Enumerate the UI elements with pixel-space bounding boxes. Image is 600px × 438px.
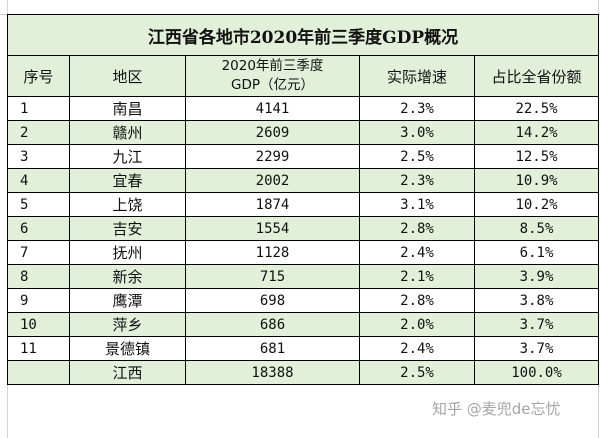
cell-gdp[interactable]: 681 (185, 336, 360, 361)
cell-gdp[interactable]: 1128 (185, 240, 360, 265)
cell-growth[interactable]: 2.5% (359, 144, 475, 169)
table-row: 3 九江 2299 2.5% 12.5% (7, 144, 600, 169)
cell-seq[interactable]: 1 (7, 96, 70, 121)
cell-seq[interactable]: 11 (7, 336, 70, 361)
cell-seq[interactable]: 5 (7, 192, 70, 217)
cell-gdp[interactable]: 2609 (185, 120, 360, 145)
cell-share[interactable]: 10.2% (473, 192, 600, 217)
cell-share[interactable]: 10.9% (473, 168, 600, 193)
cell-seq[interactable]: 9 (7, 288, 70, 313)
cell-region[interactable]: 南昌 (69, 96, 186, 121)
header-seq[interactable]: 序号 (7, 55, 70, 97)
cell-share[interactable]: 12.5% (473, 144, 600, 169)
cell-growth[interactable]: 2.3% (359, 168, 475, 193)
table-row: 江西 18388 2.5% 100.0% (7, 360, 600, 385)
cell-growth[interactable]: 2.5% (359, 360, 475, 385)
header-share[interactable]: 占比全省份额 (473, 55, 600, 97)
cell-growth[interactable]: 2.8% (359, 288, 475, 313)
grid-top-row (0, 0, 600, 15)
cell-region[interactable]: 江西 (69, 360, 186, 385)
cell-growth[interactable]: 2.3% (359, 96, 475, 121)
cell-growth[interactable]: 3.1% (359, 192, 475, 217)
cell-seq[interactable]: 7 (7, 240, 70, 265)
cell-growth[interactable]: 2.8% (359, 216, 475, 241)
cell-growth[interactable]: 3.0% (359, 120, 475, 145)
table-row: 9 鹰潭 698 2.8% 3.8% (7, 288, 600, 313)
cell-share[interactable]: 3.7% (473, 336, 600, 361)
cell-share[interactable]: 3.7% (473, 312, 600, 337)
cell-growth[interactable]: 2.4% (359, 336, 475, 361)
cell-seq[interactable] (7, 360, 70, 385)
header-growth[interactable]: 实际增速 (359, 55, 475, 97)
cell-region[interactable]: 九江 (69, 144, 186, 169)
table-row: 11 景德镇 681 2.4% 3.7% (7, 336, 600, 361)
cell-share[interactable]: 3.9% (473, 264, 600, 289)
table-row: 10 萍乡 686 2.0% 3.7% (7, 312, 600, 337)
cell-gdp[interactable]: 715 (185, 264, 360, 289)
header-gdp-line2: GDP（亿元） (231, 77, 314, 93)
cell-growth[interactable]: 2.0% (359, 312, 475, 337)
cell-region[interactable]: 上饶 (69, 192, 186, 217)
cell-gdp[interactable]: 686 (185, 312, 360, 337)
cell-region[interactable]: 抚州 (69, 240, 186, 265)
table-row: 6 吉安 1554 2.8% 8.5% (7, 216, 600, 241)
cell-gdp[interactable]: 2002 (185, 168, 360, 193)
cell-share[interactable]: 14.2% (473, 120, 600, 145)
cell-seq[interactable]: 6 (7, 216, 70, 241)
cell-region[interactable]: 新余 (69, 264, 186, 289)
cell-region[interactable]: 萍乡 (69, 312, 186, 337)
cell-gdp[interactable]: 4141 (185, 96, 360, 121)
cell-region[interactable]: 鹰潭 (69, 288, 186, 313)
table-row: 1 南昌 4141 2.3% 22.5% (7, 96, 600, 121)
table-row: 8 新余 715 2.1% 3.9% (7, 264, 600, 289)
cell-growth[interactable]: 2.1% (359, 264, 475, 289)
cell-seq[interactable]: 3 (7, 144, 70, 169)
cell-share[interactable]: 22.5% (473, 96, 600, 121)
table-title[interactable]: 江西省各地市2020年前三季度GDP概况 (6, 14, 600, 56)
cell-seq[interactable]: 2 (7, 120, 70, 145)
table-row: 7 抚州 1128 2.4% 6.1% (7, 240, 600, 265)
cell-seq[interactable]: 10 (7, 312, 70, 337)
cell-gdp[interactable]: 2299 (185, 144, 360, 169)
cell-share[interactable]: 3.8% (473, 288, 600, 313)
header-gdp-line1: 2020年前三季度 (221, 58, 324, 74)
cell-region[interactable]: 吉安 (69, 216, 186, 241)
cell-gdp[interactable]: 698 (185, 288, 360, 313)
watermark-text: 知乎 @麦兜de忘忧 (432, 400, 561, 418)
table-row: 2 赣州 2609 3.0% 14.2% (7, 120, 600, 145)
cell-gdp[interactable]: 1554 (185, 216, 360, 241)
cell-growth[interactable]: 2.4% (359, 240, 475, 265)
table-row: 5 上饶 1874 3.1% 10.2% (7, 192, 600, 217)
cell-region[interactable]: 赣州 (69, 120, 186, 145)
cell-seq[interactable]: 8 (7, 264, 70, 289)
cell-gdp[interactable]: 18388 (185, 360, 360, 385)
cell-share[interactable]: 6.1% (473, 240, 600, 265)
table-row: 4 宜春 2002 2.3% 10.9% (7, 168, 600, 193)
gdp-table: 江西省各地市2020年前三季度GDP概况 序号 地区 2020年前三季度 GDP… (6, 14, 600, 385)
cell-region[interactable]: 宜春 (69, 168, 186, 193)
cell-gdp[interactable]: 1874 (185, 192, 360, 217)
cell-share[interactable]: 8.5% (473, 216, 600, 241)
header-gdp[interactable]: 2020年前三季度 GDP（亿元） (185, 55, 360, 97)
cell-share[interactable]: 100.0% (473, 360, 600, 385)
header-row: 序号 地区 2020年前三季度 GDP（亿元） 实际增速 占比全省份额 (7, 55, 600, 97)
cell-seq[interactable]: 4 (7, 168, 70, 193)
header-region[interactable]: 地区 (69, 55, 186, 97)
cell-region[interactable]: 景德镇 (69, 336, 186, 361)
title-row: 江西省各地市2020年前三季度GDP概况 (6, 14, 600, 56)
